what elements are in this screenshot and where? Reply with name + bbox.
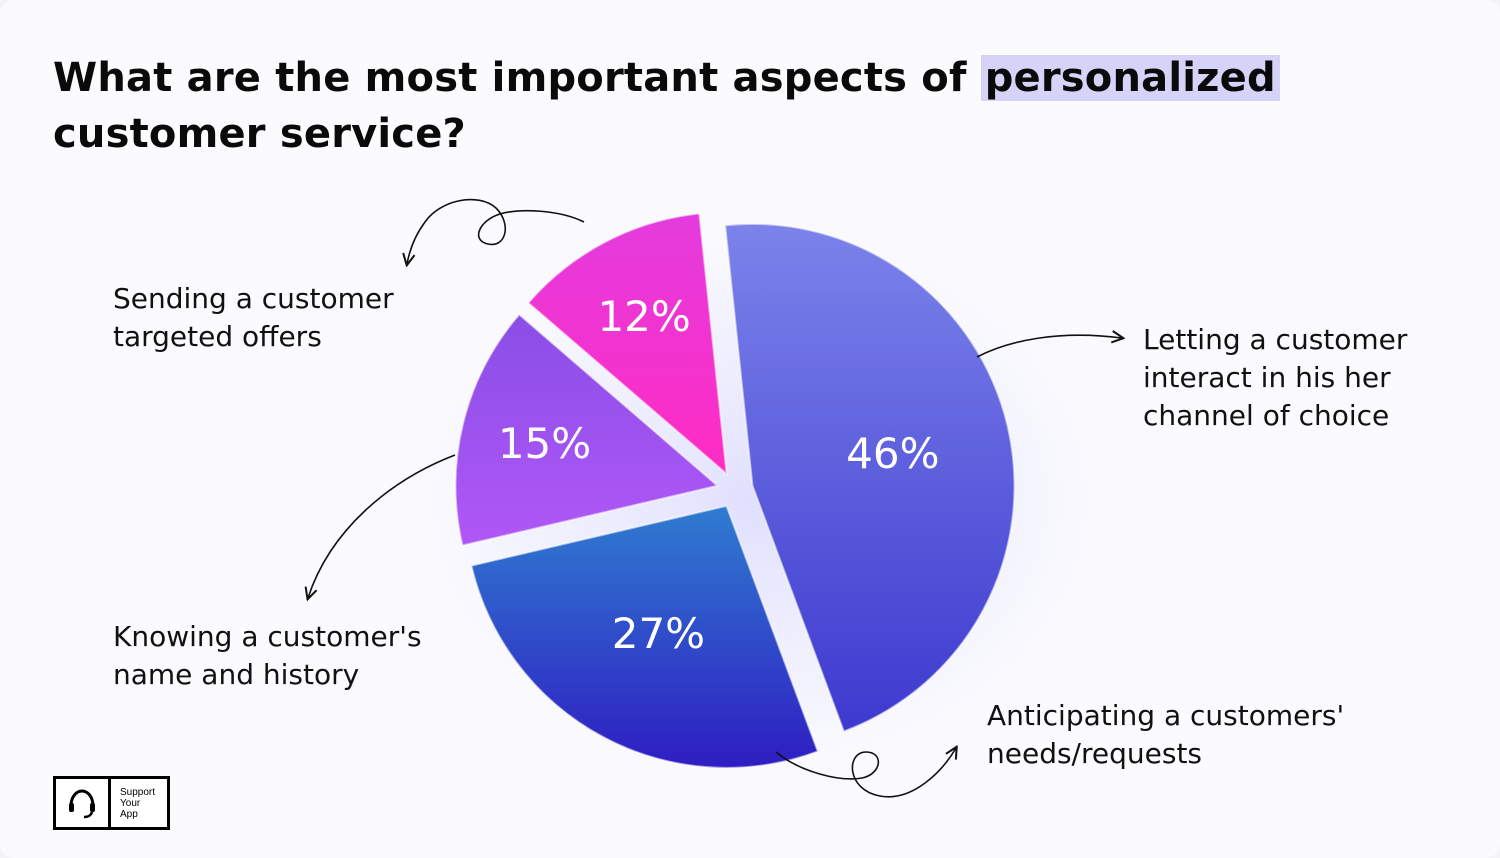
slice-channel-of-choice: [724, 222, 1016, 733]
slice-targeted-offers-value-label: 12%: [597, 292, 690, 341]
title-text-start: What are the most important aspects of: [53, 55, 981, 101]
title-highlight: personalized: [980, 55, 1280, 101]
chart-title: What are the most important aspects of p…: [53, 50, 1353, 162]
label-anticipating-needs: Anticipating a customers' needs/requests: [987, 699, 1345, 770]
support-your-app-logo: Support Your App: [53, 776, 170, 830]
arrow-channel-of-choice: [976, 335, 1122, 358]
arrow-anticipating-needs: [775, 748, 956, 798]
slice-name-history-value-label: 15%: [498, 419, 591, 468]
arrow-targeted-offers: [407, 198, 585, 264]
title-text-end: customer service?: [53, 111, 466, 157]
headset-icon: [56, 779, 111, 827]
slice-anticipating-needs-value-label: 27%: [612, 609, 705, 658]
slice-anticipating-needs: [470, 504, 820, 769]
logo-text: Support Your App: [120, 787, 156, 820]
slice-channel-of-choice-value-label: 46%: [846, 429, 939, 478]
arrow-name-history: [308, 454, 456, 598]
label-targeted-offers: Sending a customer targeted offers: [113, 282, 394, 353]
label-name-history: Knowing a customer's name and history: [113, 620, 422, 691]
slice-targeted-offers: [526, 212, 728, 477]
slice-name-history: [454, 313, 720, 547]
label-channel-of-choice: Letting a customer interact in his her c…: [1143, 323, 1408, 432]
